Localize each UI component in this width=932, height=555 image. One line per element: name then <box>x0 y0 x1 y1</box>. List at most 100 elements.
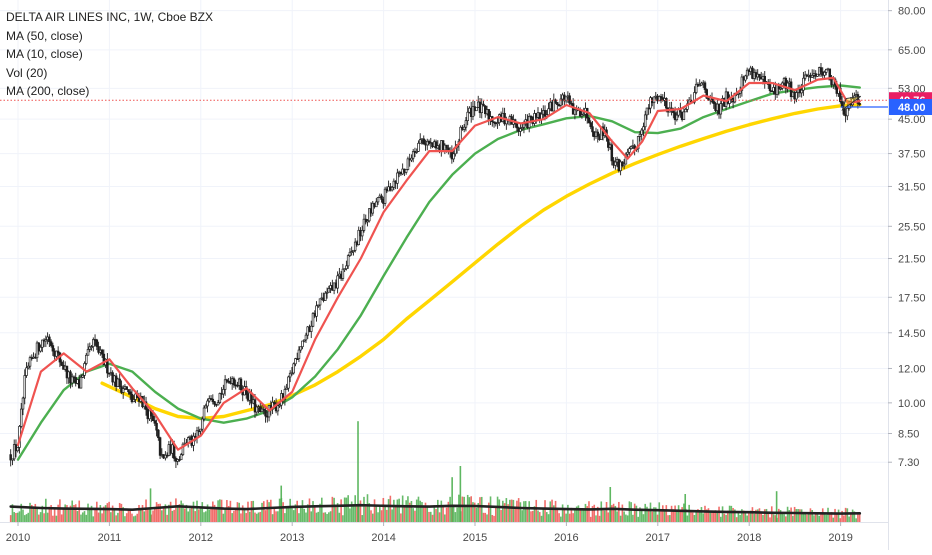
volume-bar <box>368 503 371 522</box>
volume-bar <box>779 510 782 522</box>
volume-bar <box>790 507 792 522</box>
volume-bar <box>248 511 251 522</box>
volume-bar <box>537 510 539 522</box>
candle-body <box>636 136 640 150</box>
volume-bar <box>538 512 541 522</box>
volume-bar <box>148 507 151 522</box>
volume-bar <box>498 499 501 522</box>
volume-bar <box>461 496 464 522</box>
volume-bar <box>663 510 666 522</box>
volume-bar <box>111 505 114 522</box>
price-tick-label: 7.30 <box>898 457 919 469</box>
volume-bar <box>173 509 175 522</box>
volume-bar <box>452 505 455 522</box>
price-tick-label: 21.50 <box>898 253 926 265</box>
volume-bar <box>407 496 409 522</box>
candle-body <box>556 102 559 105</box>
volume-bar <box>524 501 527 522</box>
candle-body <box>522 123 526 128</box>
legend-vol[interactable]: Vol (20) <box>6 65 48 80</box>
volume-bar <box>586 506 589 522</box>
volume-bar <box>36 507 38 522</box>
volume-bar <box>714 510 717 522</box>
volume-bar <box>217 500 219 522</box>
candle-body <box>410 157 413 161</box>
candle-body <box>302 339 306 342</box>
volume-bar <box>858 514 861 522</box>
volume-bar <box>749 510 752 522</box>
volume-bar <box>526 507 529 522</box>
candle-body <box>587 117 591 123</box>
volume-bar <box>505 498 508 522</box>
candle-body <box>496 122 499 124</box>
volume-bar <box>846 508 849 522</box>
candle-body <box>343 268 346 271</box>
candle-body <box>427 140 431 144</box>
candle-body <box>204 405 208 409</box>
volume-bar <box>744 512 747 522</box>
volume-bar <box>122 507 124 522</box>
volume-bar <box>806 514 808 522</box>
chart-title[interactable]: DELTA AIR LINES INC, 1W, Cboe BZX <box>6 10 213 24</box>
volume-spike <box>451 477 453 522</box>
candle-body <box>100 349 104 355</box>
volume-bar <box>690 510 692 522</box>
volume-bar <box>206 504 209 522</box>
volume-bar <box>677 505 680 522</box>
volume-bar <box>32 506 35 522</box>
volume-bar <box>679 510 682 522</box>
candle-body <box>158 437 162 456</box>
legend-ma10[interactable]: MA (10, close) <box>6 47 83 61</box>
volume-bar <box>132 516 135 522</box>
candle-body <box>380 195 383 200</box>
legend-ma50[interactable]: MA (50, close) <box>6 28 83 43</box>
volume-bar <box>716 512 719 522</box>
volume-bar <box>698 510 701 522</box>
candle-body <box>157 429 160 439</box>
volume-bar <box>493 515 495 522</box>
volume-bar <box>366 494 369 522</box>
candle-body <box>452 153 455 160</box>
volume-bar <box>139 509 142 522</box>
volume-bar <box>828 512 831 522</box>
volume-bar <box>619 515 622 522</box>
volume-bar <box>343 497 346 522</box>
volume-bar <box>124 516 126 522</box>
candle-body <box>737 92 740 95</box>
volume-bar <box>553 505 555 522</box>
volume-bar <box>816 512 819 522</box>
legend-ma200[interactable]: MA (200, close) <box>6 84 90 98</box>
volume-bar <box>342 515 344 522</box>
volume-bar <box>408 502 411 522</box>
volume-bar <box>210 508 212 522</box>
volume-bar <box>646 506 648 522</box>
volume-bar <box>544 500 546 522</box>
candle-body <box>366 220 369 223</box>
volume-bar <box>614 505 617 522</box>
volume-bar <box>322 512 325 522</box>
volume-bar <box>739 514 741 522</box>
volume-bar <box>178 504 181 522</box>
candle-body <box>543 110 547 117</box>
candle-body <box>223 379 227 390</box>
time-axis[interactable]: 2010 2011 2012 2013 2014 2015 2016 2017 2018 2019 <box>0 522 888 544</box>
price-axis[interactable]: 80.0065.0053.0045.0037.5031.5025.5021.50… <box>888 0 932 550</box>
volume-bar <box>389 495 392 522</box>
volume-bar <box>765 508 768 522</box>
volume-bar <box>519 502 522 522</box>
candle-body <box>25 367 28 376</box>
volume-bar <box>338 512 341 522</box>
volume-bar <box>285 507 288 522</box>
volume-bar <box>813 515 815 522</box>
volume-bar <box>770 506 773 522</box>
volume-bar <box>219 499 221 522</box>
volume-bar <box>660 509 662 522</box>
candle-body <box>9 454 12 461</box>
volume-bar <box>691 512 694 522</box>
volume-bar <box>734 509 736 522</box>
volume-bar <box>809 508 812 522</box>
volume-bar <box>199 507 202 522</box>
candle-body <box>758 73 761 78</box>
